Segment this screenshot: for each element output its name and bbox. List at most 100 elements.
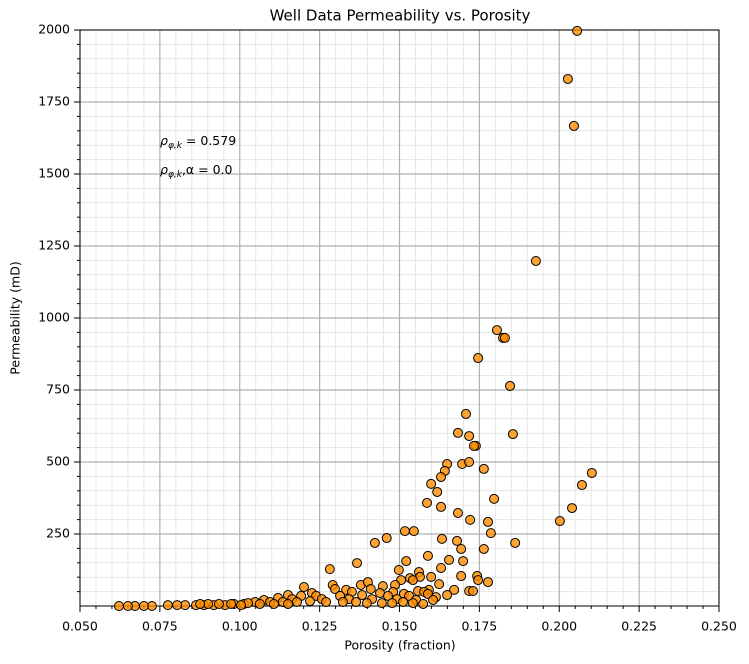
x-tick-label: 0.250 xyxy=(701,619,737,634)
data-point xyxy=(376,598,387,609)
data-point xyxy=(421,497,432,508)
data-point xyxy=(478,463,489,474)
data-point xyxy=(491,325,502,336)
x-tick-label: 0.200 xyxy=(541,619,577,634)
y-tick-label: 1250 xyxy=(38,238,70,253)
data-point xyxy=(422,550,433,561)
annotation-text: = 0.579 xyxy=(182,133,236,148)
x-tick-label: 0.050 xyxy=(62,619,98,634)
data-point xyxy=(399,526,410,537)
data-point xyxy=(195,598,206,609)
data-point xyxy=(432,486,443,497)
data-point xyxy=(478,543,489,554)
data-point xyxy=(567,503,578,514)
data-point xyxy=(408,526,419,537)
data-point xyxy=(576,480,587,491)
data-point xyxy=(444,554,455,565)
data-point xyxy=(456,571,467,582)
data-point xyxy=(483,516,494,527)
data-point xyxy=(485,528,496,539)
data-point xyxy=(436,562,447,573)
data-point xyxy=(452,507,463,518)
data-point xyxy=(464,457,475,467)
x-tick-label: 0.075 xyxy=(142,619,178,634)
data-point xyxy=(122,601,133,611)
annotation-subscript: φ,k xyxy=(168,141,183,151)
data-point xyxy=(456,543,467,554)
data-point xyxy=(586,467,597,478)
data-point xyxy=(387,598,398,609)
y-tick-label: 500 xyxy=(46,454,70,469)
data-point xyxy=(138,601,149,611)
annotation-text: ,α = 0.0 xyxy=(182,162,233,177)
data-point xyxy=(236,600,247,611)
data-point xyxy=(162,600,173,611)
data-point xyxy=(329,584,340,595)
data-point xyxy=(568,120,579,131)
annotation-symbol: ρ xyxy=(160,133,168,148)
x-tick-label: 0.150 xyxy=(382,619,418,634)
data-point xyxy=(464,431,475,442)
data-point xyxy=(324,564,335,575)
data-point xyxy=(213,598,224,609)
data-point xyxy=(428,594,439,605)
y-tick-label: 2000 xyxy=(38,22,70,37)
data-point xyxy=(407,575,418,586)
data-point xyxy=(572,25,583,36)
data-point xyxy=(393,565,404,575)
y-tick-label: 1750 xyxy=(38,94,70,109)
data-point xyxy=(321,596,332,607)
annotation-subscript: φ,k xyxy=(168,170,183,180)
data-point xyxy=(505,380,516,391)
data-point xyxy=(337,596,348,607)
data-point xyxy=(365,584,376,595)
data-point xyxy=(499,332,510,343)
data-point xyxy=(483,577,494,588)
y-axis-label: Permeability (mD) xyxy=(8,261,23,374)
data-point xyxy=(407,598,418,609)
data-point xyxy=(510,537,521,548)
annotation: ρφ,k,α = 0.0 xyxy=(160,162,233,180)
data-point xyxy=(113,601,124,611)
data-point xyxy=(554,516,565,527)
data-point xyxy=(507,429,518,440)
x-tick-label: 0.125 xyxy=(302,619,338,634)
data-point xyxy=(282,598,293,609)
data-point xyxy=(449,584,460,595)
annotation: ρφ,k = 0.579 xyxy=(160,133,236,151)
data-point xyxy=(369,537,380,548)
data-point xyxy=(562,73,573,84)
data-point xyxy=(442,590,453,601)
data-point xyxy=(351,596,362,607)
data-point xyxy=(473,575,484,586)
y-tick-label: 1000 xyxy=(38,310,70,325)
y-tick-label: 750 xyxy=(46,382,70,397)
data-point xyxy=(226,598,237,609)
data-point xyxy=(426,478,437,489)
data-point xyxy=(460,408,471,419)
data-point xyxy=(401,556,412,567)
plot-frame xyxy=(79,29,720,607)
data-point xyxy=(361,598,372,609)
data-point xyxy=(468,440,479,451)
data-point xyxy=(530,255,541,266)
data-point xyxy=(254,598,265,609)
chart-title: Well Data Permeability vs. Porosity xyxy=(270,7,531,25)
data-point xyxy=(452,535,463,546)
data-point xyxy=(473,353,484,364)
data-point xyxy=(426,571,437,582)
data-point xyxy=(465,514,476,525)
data-point xyxy=(436,501,447,512)
data-point xyxy=(398,596,409,607)
annotation-symbol: ρ xyxy=(160,162,168,177)
data-point xyxy=(298,581,309,592)
data-point xyxy=(381,533,392,544)
data-point xyxy=(452,427,463,438)
x-tick-label: 0.175 xyxy=(461,619,497,634)
data-point xyxy=(357,590,368,601)
x-tick-label: 0.100 xyxy=(222,619,258,634)
data-point xyxy=(467,586,478,597)
data-point xyxy=(489,493,500,504)
data-point xyxy=(436,471,447,482)
